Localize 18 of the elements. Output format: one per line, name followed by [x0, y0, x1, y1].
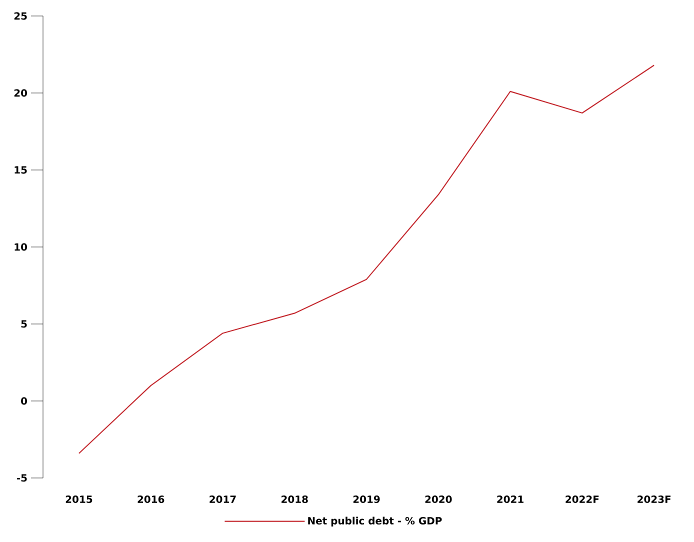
- text: Net public debt - % GDP: [308, 516, 442, 526]
- x-tick-label: 2022F: [566, 495, 599, 504]
- y-tick-label: 10: [14, 243, 28, 251]
- line-series: [78, 64, 655, 454]
- x-tick-label: 2017: [210, 495, 236, 504]
- x-tick-label: 2015: [66, 495, 92, 504]
- y-tick-label: 5: [21, 320, 27, 328]
- x-tick-label: 2023F: [638, 495, 670, 504]
- x-tick-label: 2021: [497, 495, 524, 504]
- x-tick-label: 2019: [353, 495, 380, 504]
- x-tick-label: 2020: [425, 495, 452, 504]
- x-tick-label: 2016: [138, 495, 164, 504]
- y-tick-label: 20: [14, 89, 28, 97]
- y-tick-label: 0: [21, 397, 28, 405]
- y-tick-label: 15: [14, 166, 27, 174]
- y-tick-label: 25: [14, 12, 27, 20]
- x-tick-label: 2018: [282, 495, 308, 504]
- y-tick-label: -5: [16, 474, 27, 482]
